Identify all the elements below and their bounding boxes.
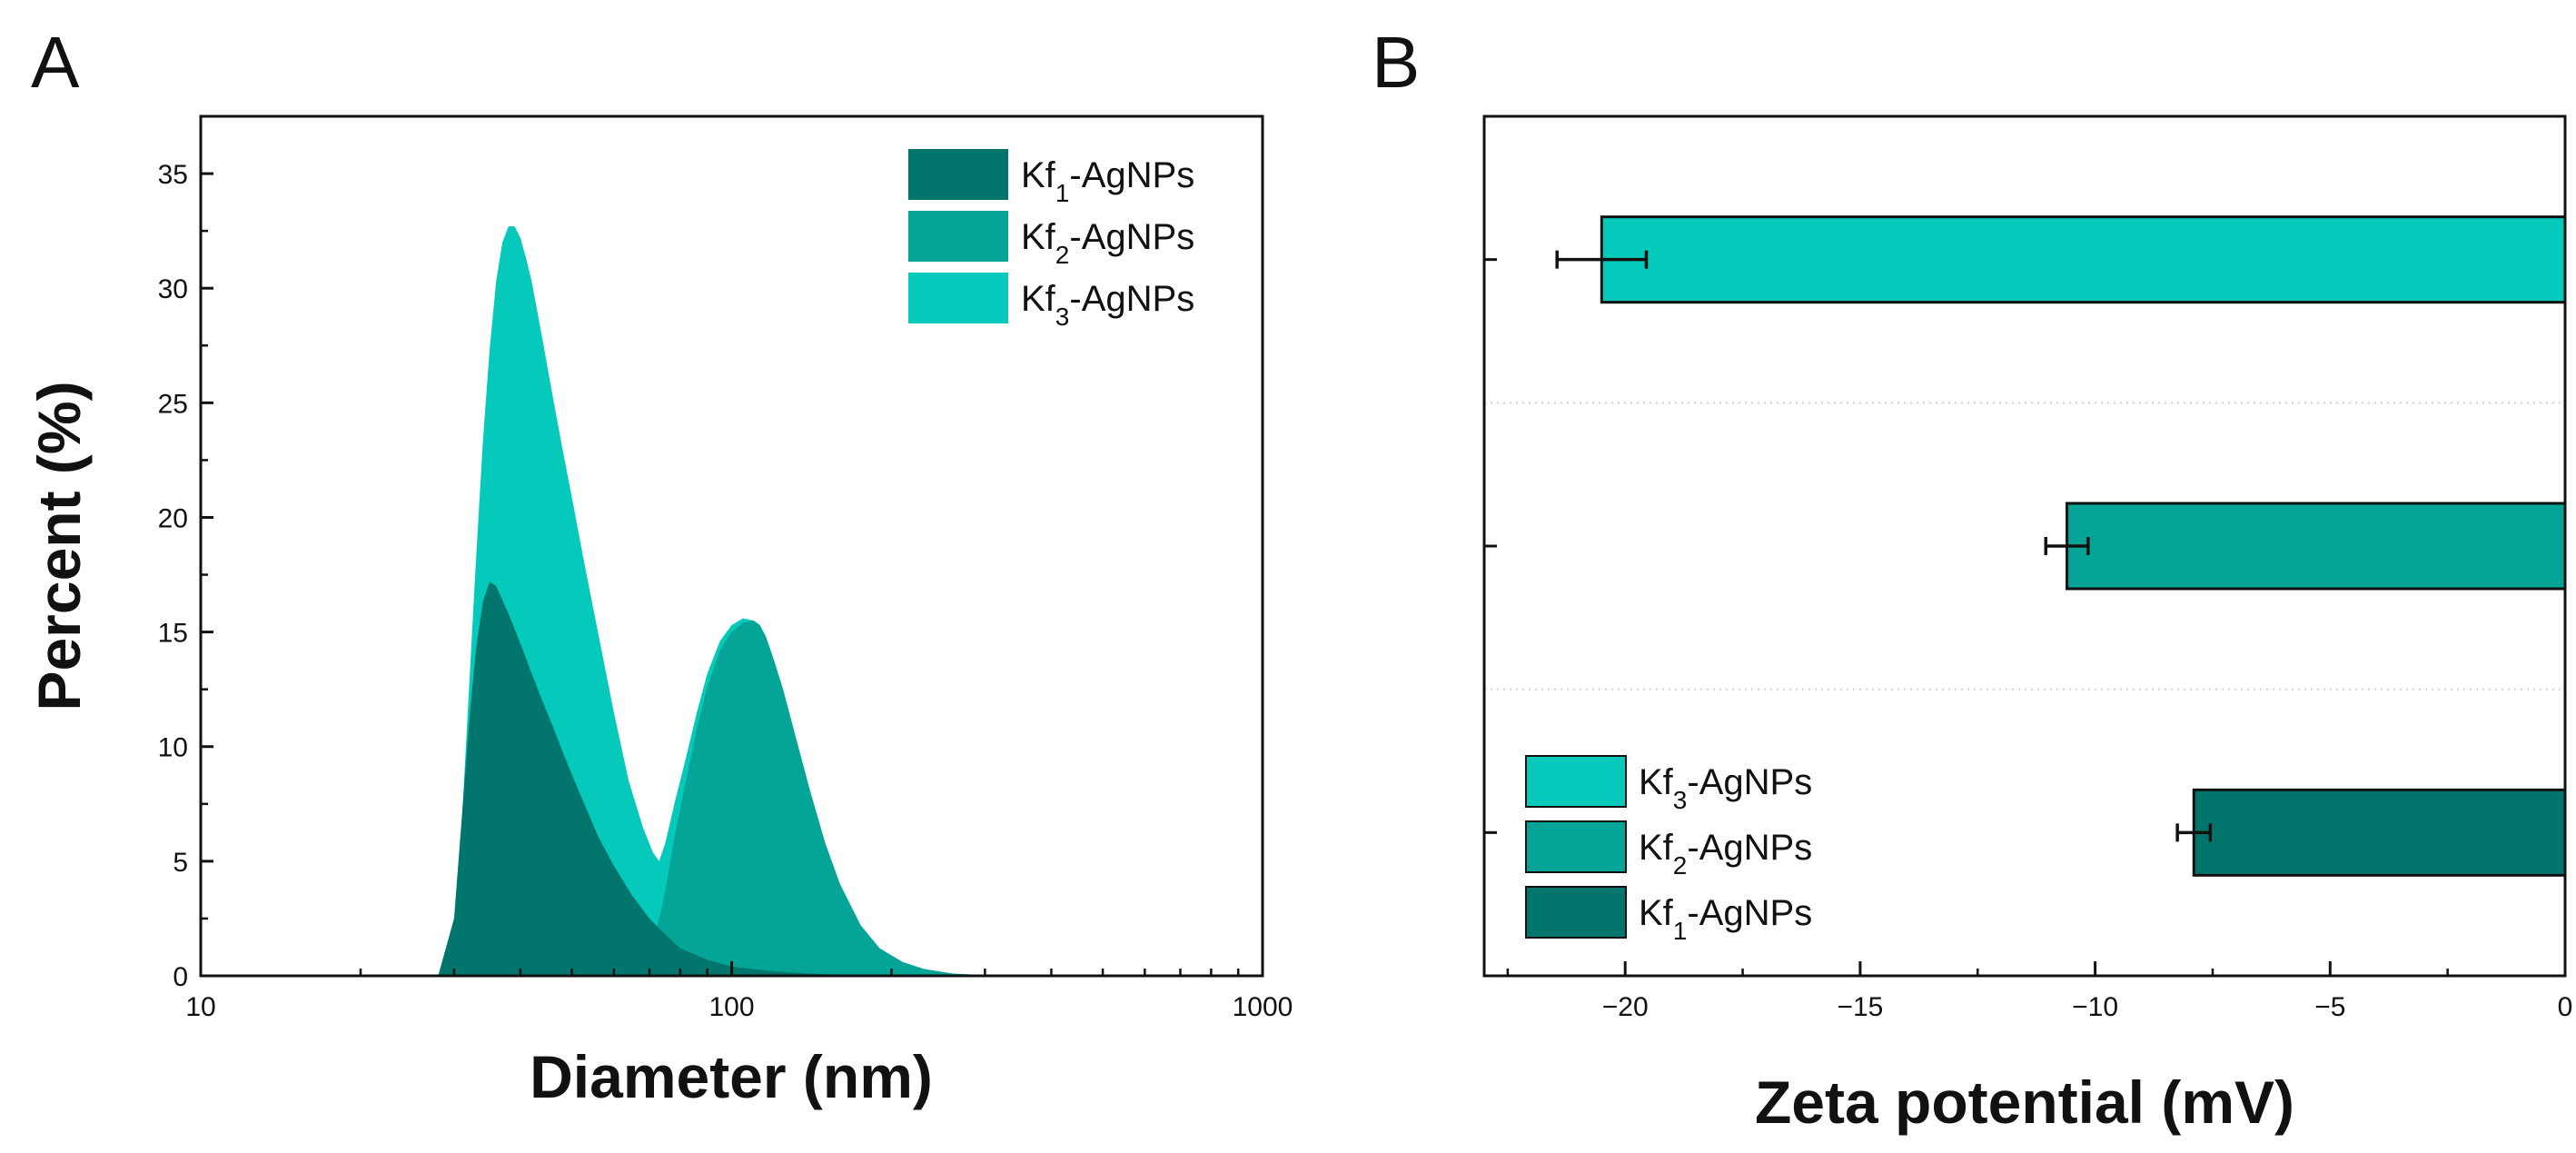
x-tick-label: −15 [1837, 992, 1883, 1022]
legend-label-base: Kf [1639, 828, 1674, 868]
a-y-axis-title: Percent (%) [25, 381, 93, 711]
panel-a-label: A [31, 22, 80, 103]
legend-swatch [1525, 886, 1627, 939]
panel-a-chart: 0 5 10 15 20 25 30 35 10 100 1000 Diameter (nm) P… [25, 114, 1293, 1110]
b-gridlines [1484, 402, 2565, 691]
legend-label-subscript: 3 [1673, 786, 1688, 814]
b-y-axis [1484, 258, 1497, 834]
legend-label-subscript: 3 [1055, 303, 1070, 331]
legend-swatch [908, 273, 1008, 323]
area-series-kf2-agnps [613, 621, 1052, 976]
area-series-kf3-agnps [438, 226, 1052, 977]
x-tick-label: 1000 [1233, 992, 1293, 1022]
legend-label: Kf2-AgNPs [1639, 828, 1812, 880]
legend-label: Kf3-AgNPs [1021, 279, 1194, 331]
y-tick-label: 25 [158, 389, 188, 419]
legend-label-suffix: -AgNPs [1687, 762, 1812, 802]
y-tick-label: 0 [173, 962, 188, 992]
bar-kf1-agnps [2192, 788, 2567, 877]
y-tick-label: 35 [158, 160, 188, 190]
y-tick-label: 20 [158, 503, 188, 533]
panel-b-label: B [1372, 22, 1420, 103]
legend-label-subscript: 1 [1055, 179, 1070, 207]
a-y-axis: 0 5 10 15 20 25 30 35 [158, 160, 213, 992]
x-tick-label: −20 [1602, 992, 1649, 1022]
bar-kf3-agnps [1600, 215, 2567, 304]
legend-swatch [908, 149, 1008, 200]
a-x-axis-title: Diameter (nm) [530, 1043, 933, 1110]
legend-label-suffix: -AgNPs [1069, 217, 1194, 257]
y-tick-label: 10 [158, 733, 188, 763]
legend-swatch [1525, 820, 1627, 873]
legend-label-base: Kf [1021, 279, 1056, 319]
legend-label-suffix: -AgNPs [1069, 279, 1194, 319]
b-x-axis: −20 −15 −10 −5 0 [1506, 961, 2573, 1022]
legend-label: Kf2-AgNPs [1021, 217, 1194, 269]
legend-label-base: Kf [1021, 217, 1056, 257]
legend-label-base: Kf [1639, 762, 1674, 802]
legend-label-suffix: -AgNPs [1687, 828, 1812, 868]
bar-kf2-agnps [2066, 502, 2567, 591]
x-tick-label: 100 [708, 992, 754, 1022]
legend-label-base: Kf [1639, 893, 1674, 933]
legend-swatch [1525, 755, 1627, 808]
y-tick-label: 30 [158, 274, 188, 304]
a-area-series [438, 226, 1052, 977]
legend-label: Kf1-AgNPs [1639, 893, 1812, 945]
x-tick-label: 10 [185, 992, 215, 1022]
legend-label-base: Kf [1021, 155, 1056, 195]
legend-label-suffix: -AgNPs [1069, 155, 1194, 195]
legend-label: Kf1-AgNPs [1021, 155, 1194, 207]
x-tick-label: 0 [2558, 992, 2573, 1022]
panel-b-chart: −20 −15 −10 −5 0 Zeta potential (mV) Kf3-AgN… [1482, 114, 2573, 1136]
legend-label-suffix: -AgNPs [1687, 893, 1812, 933]
x-tick-label: −5 [2314, 992, 2345, 1022]
b-error-bars [1555, 250, 2213, 842]
b-bars [1600, 215, 2567, 877]
x-tick-label: −10 [2072, 992, 2118, 1022]
y-tick-label: 5 [173, 848, 188, 878]
legend-label-subscript: 2 [1055, 241, 1070, 269]
area-series-kf1-agnps [438, 581, 892, 976]
legend-label-subscript: 1 [1673, 917, 1688, 945]
legend-swatch [908, 211, 1008, 262]
legend-label-subscript: 2 [1673, 851, 1688, 880]
a-x-axis: 10 100 1000 [185, 961, 1293, 1022]
legend-label: Kf3-AgNPs [1639, 762, 1812, 814]
b-x-axis-title: Zeta potential (mV) [1755, 1069, 2294, 1136]
y-tick-label: 15 [158, 619, 188, 649]
